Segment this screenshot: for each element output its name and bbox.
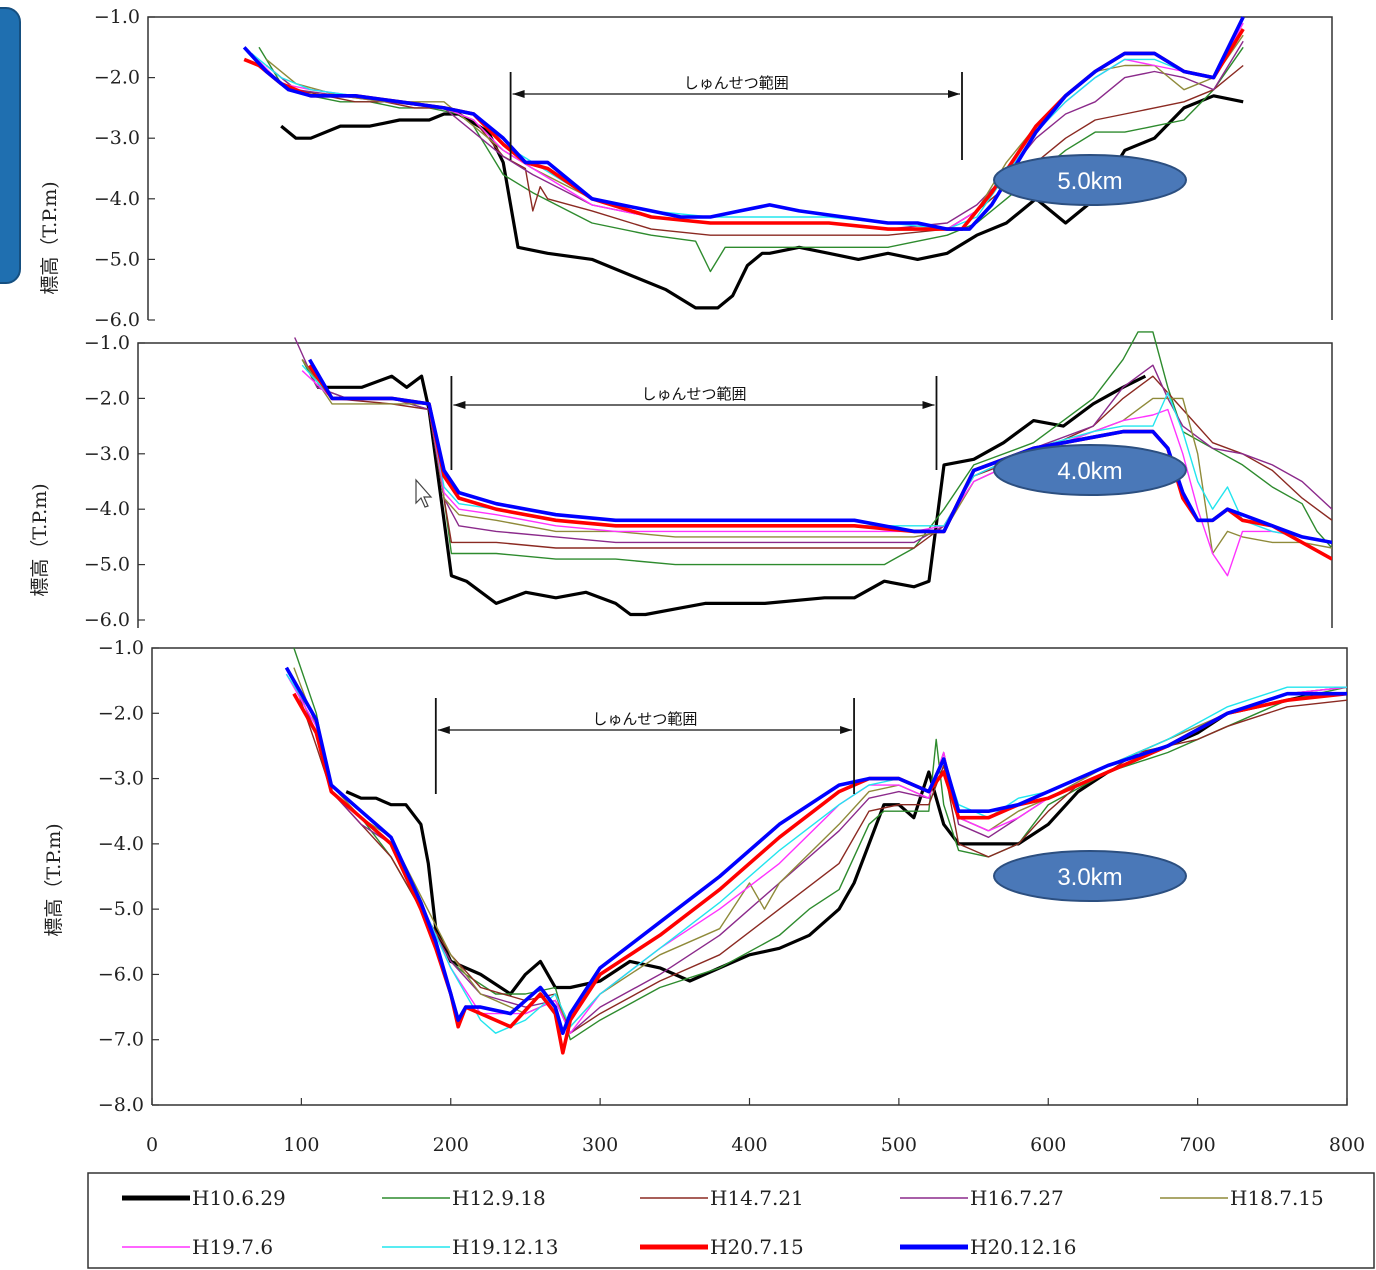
section-label-badge (993, 154, 1187, 206)
y-tick-label: −5.0 (84, 554, 130, 576)
plot-frame (151, 647, 1348, 1106)
plot-frame (137, 342, 1333, 628)
section-label-badge (993, 850, 1187, 902)
series-line-H10.6.29 (280, 94, 1244, 310)
x-tick-label: 800 (1329, 1134, 1365, 1156)
cursor-icon (415, 478, 433, 508)
series-line-H20.12.16 (242, 16, 1245, 231)
chart-panel-3.0km: −1.0 −2.0 −3.0 −4.0 −5.0 −6.0 −7.0 −8.00 100 200 3… (43, 632, 1365, 1156)
y-tick-label: −3.0 (84, 443, 130, 465)
series-line-H20.12.16 (308, 358, 1332, 545)
x-tick-label: 200 (433, 1134, 469, 1156)
plot-frame (147, 16, 1333, 320)
x-tick-label: 300 (582, 1134, 618, 1156)
series-line-H20.7.15 (292, 691, 1347, 1055)
y-tick-label: −8.0 (98, 1094, 144, 1116)
x-tick-label: 500 (881, 1134, 917, 1156)
legend-label: H20.7.15 (710, 1235, 804, 1259)
y-tick-label: −6.0 (84, 609, 130, 631)
range-arrowhead-right (840, 726, 853, 734)
y-tick-label: −5.0 (98, 898, 144, 920)
y-tick-label: −5.0 (94, 248, 140, 270)
legend-label: H19.12.13 (452, 1235, 559, 1259)
y-tick-label: −4.0 (98, 833, 144, 855)
range-arrowhead-right (922, 401, 935, 409)
y-tick-label: −7.0 (98, 1029, 144, 1051)
y-tick-label: −4.0 (84, 498, 130, 520)
y-tick-label: −6.0 (98, 963, 144, 985)
range-label: しゅんせつ範囲 (592, 710, 697, 728)
series-line-H14.7.21 (265, 64, 1244, 236)
legend-label: H16.7.27 (970, 1186, 1064, 1210)
legend-label: H18.7.15 (1230, 1186, 1324, 1210)
chart-panel-4.0km: −1.0 −2.0 −3.0 −4.0 −5.0 −6.0 標高（T.P.m) しゅんせつ範囲… (29, 325, 1333, 631)
y-tick-label: −2.0 (94, 67, 140, 89)
y-tick-label: −6.0 (94, 309, 140, 331)
series-line-H19.12.13 (301, 364, 1332, 544)
y-tick-label: −2.0 (98, 702, 144, 724)
series-line-H10.6.29 (317, 374, 1147, 617)
side-panel (0, 7, 21, 284)
range-label: しゅんせつ範囲 (684, 74, 789, 92)
series-group (284, 647, 1347, 1055)
section-label-badge (993, 444, 1187, 496)
y-tick-label: −1.0 (98, 637, 144, 659)
section-label: 3.0km (1057, 864, 1122, 891)
x-tick-label: 400 (731, 1134, 767, 1156)
series-group (294, 331, 1332, 617)
y-tick-label: −3.0 (98, 768, 144, 790)
legend-label: H12.9.18 (452, 1186, 546, 1210)
y-tick-label: −3.0 (94, 127, 140, 149)
plot-background (148, 0, 1332, 320)
range-arrowhead-right (948, 90, 960, 98)
x-tick-label: 100 (283, 1134, 319, 1156)
chart-panels: −1.0 −2.0 −3.0 −4.0 −5.0 −6.0 標高（T.P.m) しゅんせつ範囲… (29, 0, 1365, 1156)
series-group (242, 16, 1245, 310)
y-axis-label: 標高（T.P.m) (43, 823, 65, 936)
x-tick-label: 600 (1030, 1134, 1066, 1156)
section-label: 4.0km (1057, 458, 1122, 485)
y-tick-label: −2.0 (84, 387, 130, 409)
y-axis-label: 標高（T.P.m) (29, 483, 51, 596)
x-tick-label: 0 (146, 1134, 158, 1156)
legend-box (87, 1172, 1375, 1269)
x-tick-label: 700 (1179, 1134, 1215, 1156)
y-tick-label: −1.0 (84, 332, 130, 354)
y-tick-label: −1.0 (94, 6, 140, 28)
range-label: しゅんせつ範囲 (641, 385, 746, 403)
legend-label: H14.7.21 (710, 1186, 804, 1210)
legend-label: H19.7.6 (192, 1235, 273, 1259)
range-arrowhead-left (512, 90, 525, 98)
y-axis-label: 標高（T.P.m) (39, 181, 61, 294)
legend-label: H20.12.16 (970, 1235, 1077, 1259)
legend-label: H10.6.29 (192, 1186, 286, 1210)
legend: H10.6.29 H12.9.18 H14.7.21 H16.7.27 H18.7.15… (87, 1172, 1375, 1269)
chart-panel-5.0km: −1.0 −2.0 −3.0 −4.0 −5.0 −6.0 標高（T.P.m) しゅんせつ範囲… (39, 0, 1333, 331)
series-line-H20.12.16 (284, 666, 1347, 1035)
series-line-H14.7.21 (301, 359, 1332, 549)
range-arrowhead-left (437, 726, 450, 734)
y-tick-label: −4.0 (94, 188, 140, 210)
section-label: 5.0km (1057, 168, 1122, 195)
range-arrowhead-left (453, 401, 466, 409)
series-line-H12.9.18 (258, 46, 1244, 273)
